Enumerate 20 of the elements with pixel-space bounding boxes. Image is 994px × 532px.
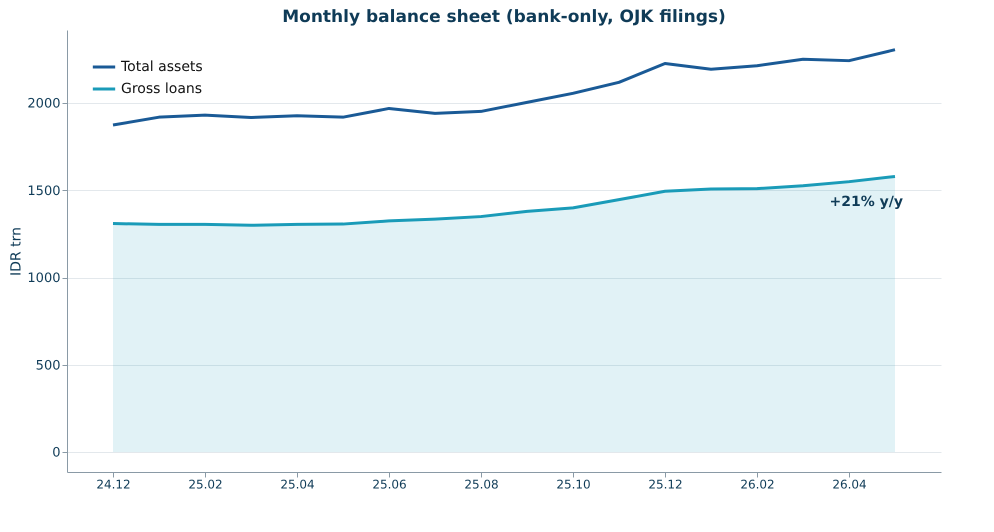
legend-label: Total assets — [120, 59, 203, 75]
x-tick-label: 25.04 — [280, 478, 315, 492]
x-tick-label: 25.02 — [188, 478, 223, 492]
y-tick-label: 0 — [52, 445, 60, 460]
legend-label: Gross loans — [121, 81, 202, 97]
y-axis-title: IDR trn — [8, 227, 24, 276]
x-tick-label: 25.10 — [556, 478, 591, 492]
chart-title: Monthly balance sheet (bank-only, OJK filings) — [282, 7, 726, 27]
x-tick-label: 25.12 — [648, 478, 683, 492]
y-tick-label: 1500 — [27, 184, 60, 199]
x-tick-label: 26.04 — [832, 478, 867, 492]
y-tick-label: 2000 — [27, 96, 60, 112]
x-tick-label: 25.06 — [372, 478, 407, 492]
x-tick-label: 26.02 — [740, 478, 775, 492]
x-tick-label: 25.08 — [464, 478, 499, 492]
y-tick-label: 1000 — [27, 271, 60, 286]
line-series — [112, 48, 896, 127]
annotation: +21% y/y — [830, 194, 903, 210]
x-tick-label: 24.12 — [96, 478, 131, 492]
y-tick-label: 500 — [36, 358, 60, 374]
